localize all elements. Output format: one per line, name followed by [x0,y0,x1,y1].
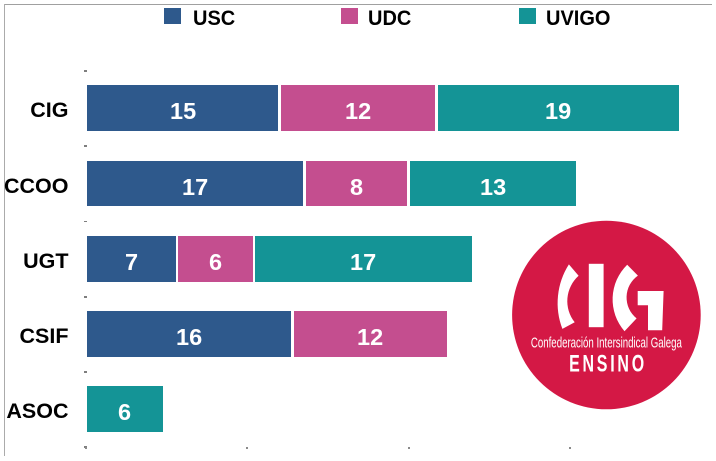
svg-text:Confederación Intersindical Ga: Confederación Intersindical Galega [531,336,682,352]
svg-text:ENSINO: ENSINO [569,350,647,377]
